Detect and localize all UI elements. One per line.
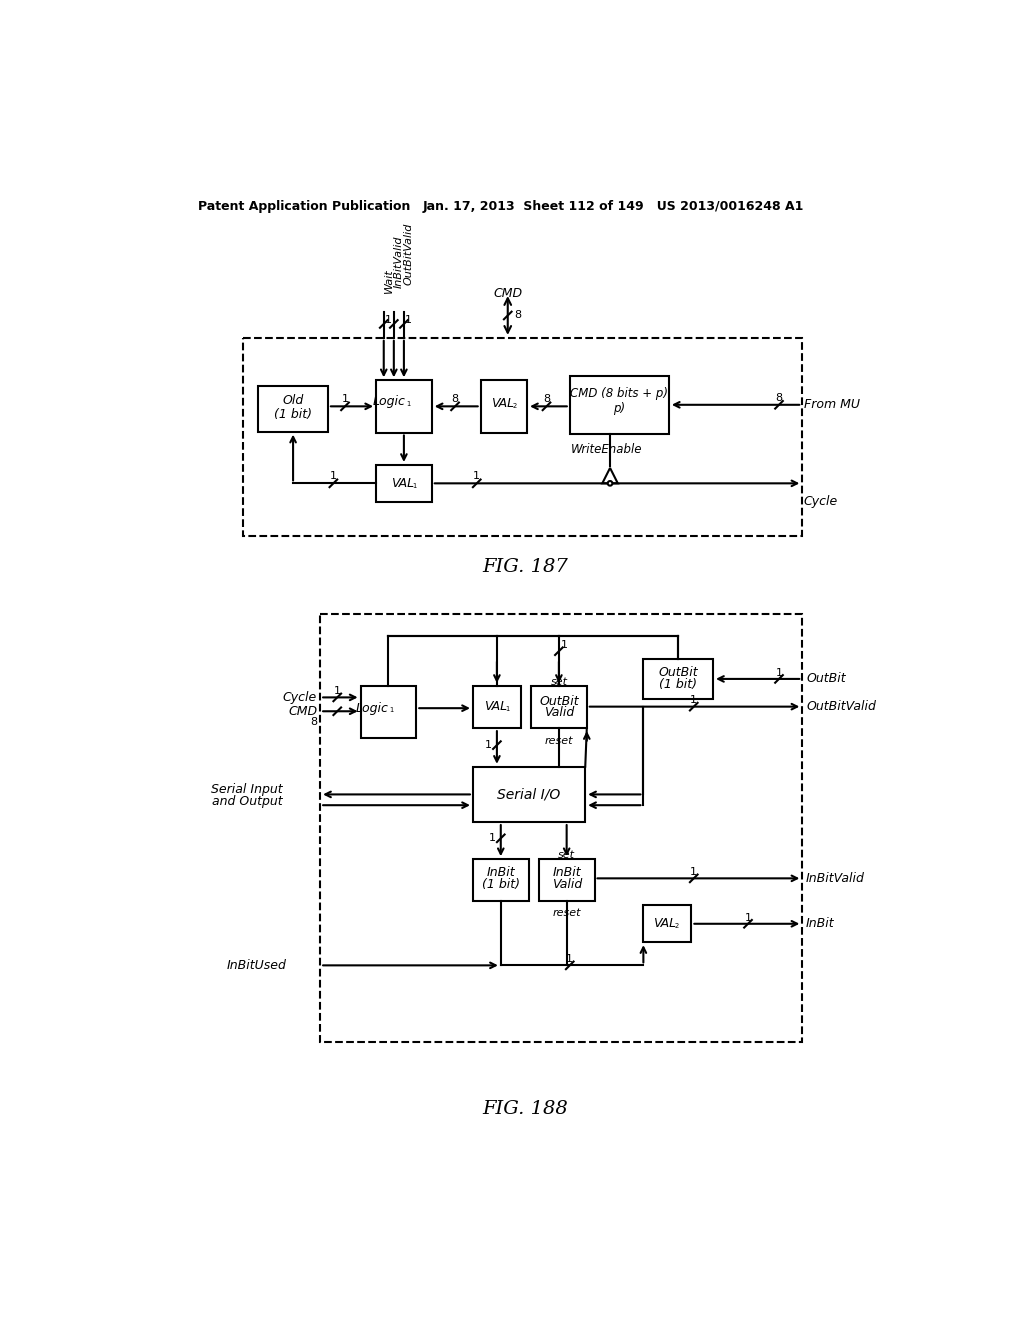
Text: InBitUsed: InBitUsed [227, 958, 287, 972]
Text: 1: 1 [473, 471, 480, 482]
Text: Logic: Logic [355, 702, 388, 714]
Text: 1: 1 [566, 954, 573, 964]
Text: 1: 1 [334, 686, 341, 696]
Bar [531, 686, 587, 729]
Bar [643, 659, 713, 700]
Text: 8: 8 [775, 393, 782, 403]
Text: $_2$: $_2$ [512, 400, 517, 411]
Text: InBit: InBit [552, 866, 581, 879]
Bar [376, 380, 432, 433]
Text: $_1$: $_1$ [505, 704, 510, 714]
Text: reset: reset [545, 735, 573, 746]
Bar [473, 859, 528, 902]
Text: OutBitValid: OutBitValid [403, 223, 414, 285]
Text: $_1$: $_1$ [389, 705, 395, 715]
Text: 8: 8 [452, 395, 459, 404]
Bar [643, 906, 691, 942]
Text: 1: 1 [744, 912, 752, 923]
Text: 1: 1 [489, 833, 496, 843]
Text: 1: 1 [561, 640, 568, 649]
Text: VAL: VAL [391, 477, 414, 490]
Text: reset: reset [552, 908, 581, 917]
Text: 1: 1 [330, 471, 337, 482]
Bar [243, 338, 802, 536]
Text: set: set [551, 677, 567, 686]
Text: OutBit: OutBit [539, 694, 579, 708]
Text: 8: 8 [543, 395, 550, 404]
Text: OutBit: OutBit [806, 672, 846, 685]
Text: 8: 8 [514, 310, 521, 321]
Bar [360, 686, 417, 738]
Text: FIG. 187: FIG. 187 [482, 557, 567, 576]
Bar [473, 767, 586, 822]
Text: CMD (8 bits + p): CMD (8 bits + p) [570, 387, 669, 400]
Text: Jan. 17, 2013  Sheet 112 of 149   US 2013/0016248 A1: Jan. 17, 2013 Sheet 112 of 149 US 2013/0… [423, 199, 804, 213]
Bar [321, 614, 802, 1041]
Text: Old: Old [283, 395, 304, 408]
Circle shape [607, 480, 612, 486]
Text: CMD: CMD [494, 286, 522, 300]
Text: set: set [558, 850, 575, 861]
Text: Valid: Valid [544, 706, 574, 719]
Text: (1 bit): (1 bit) [274, 408, 312, 421]
Bar [376, 465, 432, 502]
Text: Serial Input: Serial Input [211, 783, 283, 796]
Text: $_2$: $_2$ [675, 921, 680, 931]
Text: 1: 1 [485, 741, 493, 750]
Text: Cycle: Cycle [283, 690, 317, 704]
Text: InBit: InBit [806, 917, 835, 931]
Text: OutBit: OutBit [658, 667, 698, 680]
Text: VAL: VAL [483, 700, 507, 713]
Text: Cycle: Cycle [804, 495, 838, 508]
Text: WriteEnable: WriteEnable [570, 444, 642, 455]
Text: $_1$: $_1$ [407, 399, 412, 409]
Text: Wait: Wait [384, 268, 394, 293]
Text: 1: 1 [690, 867, 697, 878]
Text: 1: 1 [406, 315, 412, 325]
Text: OutBitValid: OutBitValid [806, 700, 876, 713]
Text: Patent Application Publication: Patent Application Publication [198, 199, 411, 213]
Text: 1: 1 [775, 668, 782, 677]
Text: 1: 1 [341, 395, 348, 404]
Polygon shape [602, 469, 617, 483]
Bar [539, 859, 595, 902]
Text: p): p) [613, 403, 626, 416]
Text: $_1$: $_1$ [412, 480, 418, 491]
Text: (1 bit): (1 bit) [659, 677, 697, 690]
Text: VAL: VAL [490, 397, 514, 409]
Text: 1: 1 [690, 696, 697, 705]
Text: CMD: CMD [288, 705, 317, 718]
Bar [480, 380, 527, 433]
Text: 1: 1 [385, 315, 392, 325]
Text: (1 bit): (1 bit) [481, 878, 520, 891]
Text: FIG. 188: FIG. 188 [482, 1101, 567, 1118]
Text: InBit: InBit [486, 866, 515, 879]
Text: Logic: Logic [373, 395, 406, 408]
Text: 8: 8 [310, 717, 317, 727]
Text: InBitValid: InBitValid [806, 871, 865, 884]
Text: and Output: and Output [212, 795, 283, 808]
Text: From MU: From MU [804, 399, 860, 412]
Text: Serial I/O: Serial I/O [497, 788, 560, 801]
Text: Valid: Valid [552, 878, 582, 891]
Bar [473, 686, 521, 729]
Text: InBitValid: InBitValid [394, 235, 403, 288]
Bar [569, 376, 669, 434]
Text: VAL: VAL [653, 917, 677, 931]
Bar [258, 385, 328, 432]
